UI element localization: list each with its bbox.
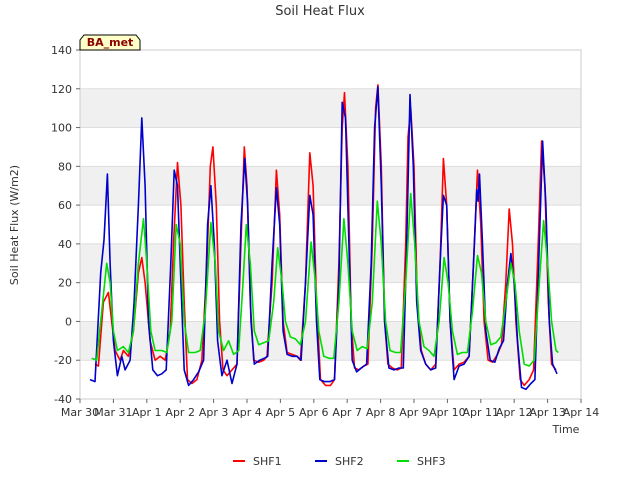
y-tick-label: 100 <box>51 122 72 135</box>
x-tick-label: Apr 3 <box>199 406 229 419</box>
series-lines <box>89 84 559 391</box>
x-tick-label: Apr 13 <box>529 406 566 419</box>
y-tick-label: 20 <box>58 277 72 290</box>
x-tick-label: Apr 1 <box>132 406 162 419</box>
y-tick-label: 60 <box>58 199 72 212</box>
legend: SHF1 SHF2 SHF3 <box>233 455 446 468</box>
legend-label-shf2: SHF2 <box>335 455 364 468</box>
background-band <box>80 88 581 128</box>
y-tick-label: 120 <box>51 83 72 96</box>
x-tick-label: Apr 12 <box>496 406 533 419</box>
background-band <box>80 321 581 361</box>
x-tick-label: Apr 6 <box>299 406 329 419</box>
legend-label-shf1: SHF1 <box>253 455 282 468</box>
x-tick-label: Apr 14 <box>563 406 600 419</box>
x-tick-label: Apr 2 <box>165 406 195 419</box>
site-badge-label: BA_met <box>87 36 134 49</box>
y-tick-label: 140 <box>51 44 72 57</box>
x-tick-label: Apr 9 <box>399 406 429 419</box>
x-tick-label: Apr 11 <box>463 406 500 419</box>
series-line-shf1 <box>94 84 557 387</box>
x-tick-label: Apr 8 <box>366 406 396 419</box>
y-tick-label: -20 <box>54 354 72 367</box>
series-line-shf3 <box>91 192 559 367</box>
series-line-shf2 <box>89 86 558 391</box>
y-tick-label: -40 <box>54 393 72 406</box>
x-tick-label: Apr 7 <box>332 406 362 419</box>
background-band <box>80 243 581 283</box>
y-tick-label: 80 <box>58 160 72 173</box>
x-tick-label: Mar 30 <box>61 406 99 419</box>
y-axis-label: Soil Heat Flux (W/m2) <box>8 165 21 285</box>
site-badge-box <box>79 34 141 51</box>
site-badge: BA_met <box>79 34 141 51</box>
chart-title: Soil Heat Flux <box>275 4 365 19</box>
x-tick-label: Apr 5 <box>266 406 296 419</box>
y-axis-ticks: -40 -20 0 20 40 60 80 100 120 140 <box>51 44 80 406</box>
y-tick-label: 40 <box>58 238 72 251</box>
x-tick-label: Apr 4 <box>232 406 262 419</box>
x-tick-label: Apr 10 <box>429 406 466 419</box>
x-axis-label: Time <box>552 423 580 436</box>
x-tick-label: Mar 31 <box>94 406 132 419</box>
y-tick-label: 0 <box>65 315 72 328</box>
plot-border <box>79 49 582 400</box>
legend-label-shf3: SHF3 <box>417 455 446 468</box>
background-band <box>80 166 581 206</box>
